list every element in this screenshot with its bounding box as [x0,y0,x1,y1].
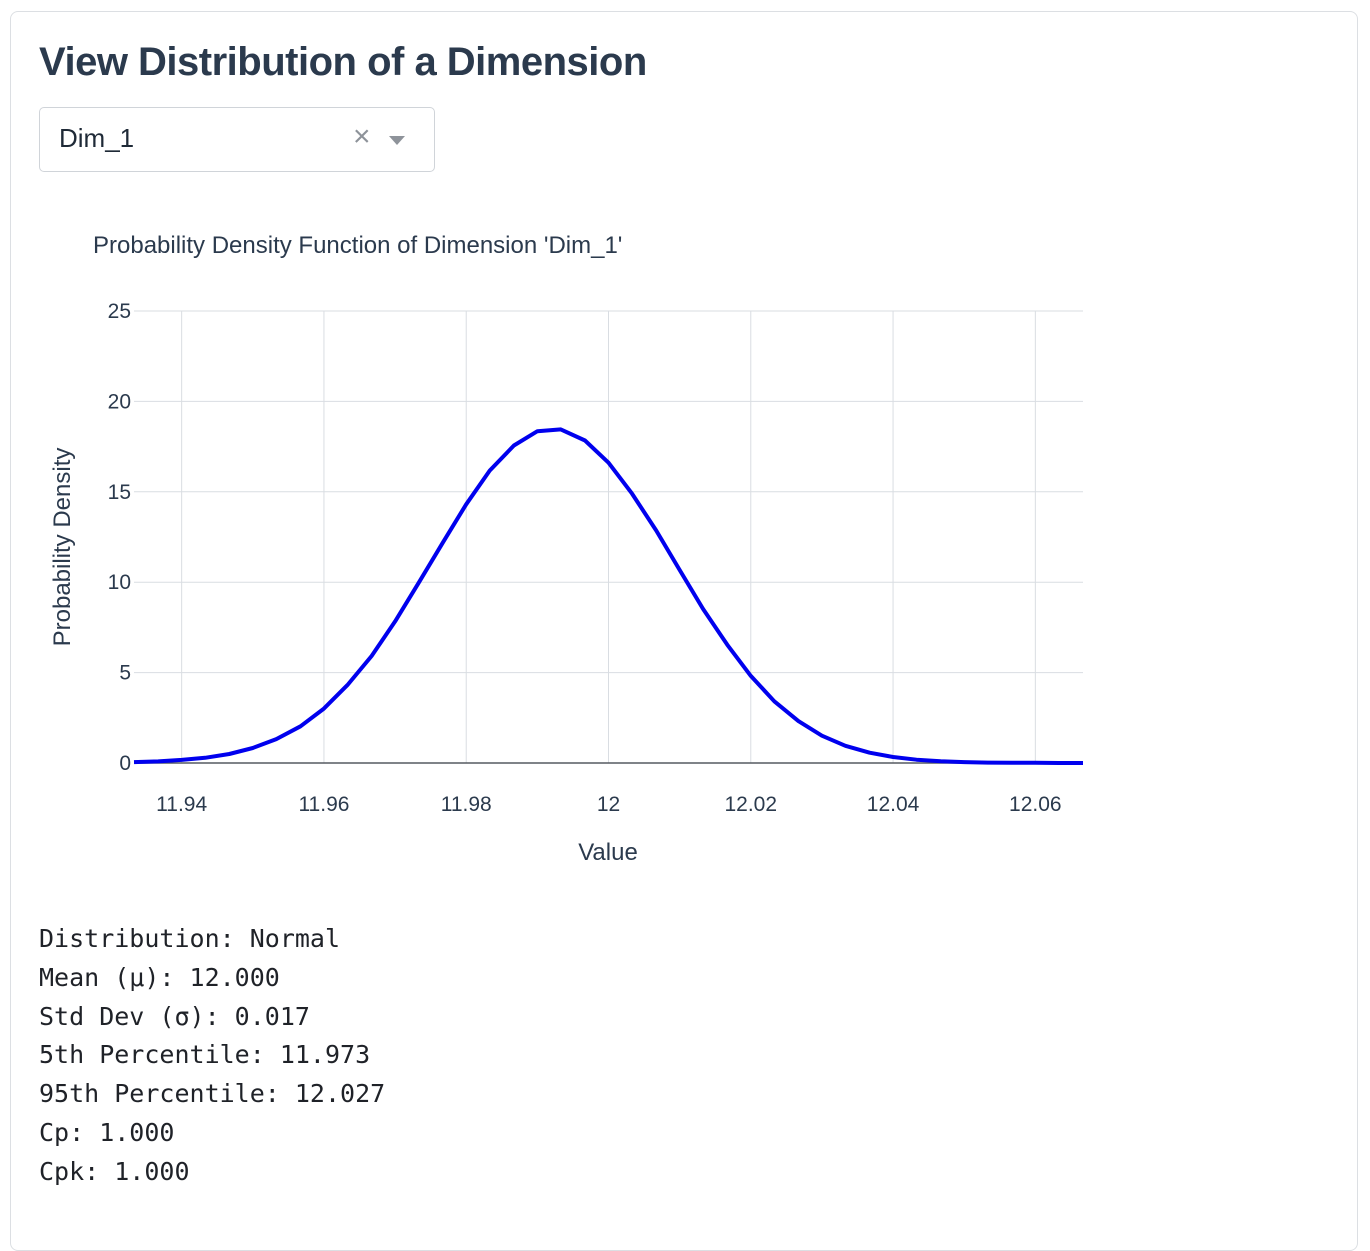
page-title: View Distribution of a Dimension [39,40,647,84]
y-tick-label: 0 [119,752,131,775]
dropdown-selected-value: Dim_1 [59,123,135,153]
stat-distribution: Distribution: Normal [39,924,341,953]
x-tick-label: 11.94 [156,793,207,816]
chevron-down-icon[interactable] [389,136,405,145]
y-tick-label: 5 [119,662,131,685]
x-tick-label: 12.02 [724,793,777,816]
x-tick-label: 12 [597,793,620,816]
pdf-series-line [133,427,1083,765]
y-tick-label: 20 [108,390,131,413]
stat-cpk: Cpk: 1.000 [39,1156,190,1186]
y-tick-label: 15 [108,481,131,504]
x-tick-label: 12.06 [1009,793,1062,816]
stat-mean: Mean (μ): 12.000 [39,962,280,992]
chart-grid [134,310,1083,764]
x-tick-label: 11.98 [441,793,492,816]
stat-p5: 5th Percentile: 11.973 [39,1040,371,1070]
pdf-chart: Probability Density Function of Dimensio… [49,232,1083,866]
y-tick-label: 25 [108,300,131,323]
stat-p95: 95th Percentile: 12.027 [39,1079,386,1109]
x-tick-label: 11.96 [298,793,349,816]
x-axis-ticks: 11.94 11.96 11.98 12 12.02 12.04 12.06 [156,793,1061,816]
y-axis-label: Probability Density [49,448,76,647]
y-axis-ticks: 0 5 10 15 20 25 [108,300,131,775]
content-card [10,11,1358,1251]
x-axis-label: Value [578,839,638,866]
x-tick-label: 12.04 [867,793,920,816]
chart-title: Probability Density Function of Dimensio… [93,232,622,259]
stats-readout: Distribution: Normal Mean (μ): 12.000 St… [39,920,385,1192]
stat-std-dev: Std Dev (σ): 0.017 [39,1001,310,1031]
dimension-dropdown[interactable]: Dim_1 × [39,107,435,172]
stat-cp: Cp: 1.000 [39,1117,175,1147]
y-tick-label: 10 [108,571,131,594]
close-x-icon[interactable]: × [353,120,371,153]
